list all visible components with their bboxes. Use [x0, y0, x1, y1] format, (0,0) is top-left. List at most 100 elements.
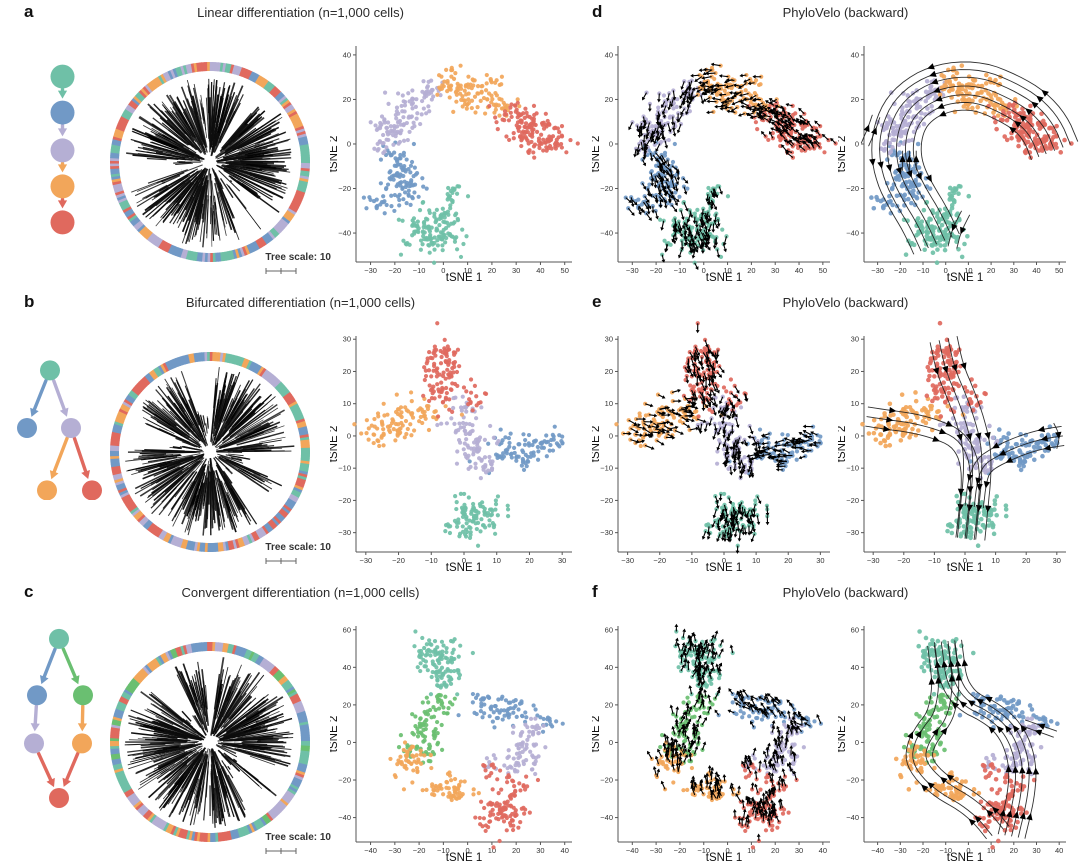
svg-text:−20: −20	[388, 266, 401, 275]
svg-text:−20: −20	[338, 496, 351, 505]
svg-text:−10: −10	[600, 464, 613, 473]
svg-text:30: 30	[1010, 266, 1018, 275]
x-axis-label: tSNE 1	[446, 562, 482, 572]
phylogenetic-tree-c: Tree scale: 10	[103, 625, 333, 863]
x-axis-label: tSNE 1	[446, 272, 482, 282]
right-panel-title-e: PhyloVelo (backward)	[618, 295, 1073, 310]
svg-text:50: 50	[561, 266, 569, 275]
svg-text:−30: −30	[364, 266, 377, 275]
phylogenetic-tree-a: Tree scale: 10	[103, 45, 333, 283]
svg-text:−30: −30	[338, 528, 351, 537]
svg-text:0: 0	[609, 139, 613, 148]
phylogenetic-tree-svg: Tree scale: 10	[103, 625, 333, 863]
x-axis-label: tSNE 1	[706, 562, 742, 572]
row-linear: a Linear differentiation (n=1,000 cells)…	[0, 0, 1080, 290]
svg-text:20: 20	[525, 556, 533, 565]
svg-text:30: 30	[771, 266, 779, 275]
svg-text:−40: −40	[338, 229, 351, 238]
phylogenetic-tree-svg: Tree scale: 10	[103, 335, 333, 573]
y-axis-label: tSNE 2	[592, 716, 602, 752]
svg-text:−10: −10	[425, 556, 438, 565]
svg-text:−20: −20	[392, 556, 405, 565]
svg-text:50: 50	[1055, 266, 1063, 275]
svg-text:0: 0	[347, 431, 351, 440]
svg-text:20: 20	[747, 266, 755, 275]
svg-text:−20: −20	[600, 496, 613, 505]
svg-text:−30: −30	[621, 556, 634, 565]
x-axis-label: tSNE 1	[947, 272, 983, 282]
svg-text:40: 40	[795, 266, 803, 275]
svg-text:−20: −20	[338, 184, 351, 193]
svg-text:30: 30	[512, 266, 520, 275]
tree-scale-label: Tree scale: 10	[265, 832, 331, 843]
svg-text:10: 10	[605, 399, 613, 408]
svg-text:−20: −20	[894, 266, 907, 275]
svg-text:0: 0	[347, 139, 351, 148]
x-axis-label: tSNE 1	[706, 272, 742, 282]
svg-text:40: 40	[851, 50, 859, 59]
panel-letter-a: a	[24, 2, 33, 22]
tree-scale-label: Tree scale: 10	[265, 542, 331, 553]
phylogenetic-tree-svg: Tree scale: 10	[103, 45, 333, 283]
differentiation-diagram-svg	[10, 625, 110, 810]
svg-text:−40: −40	[600, 229, 613, 238]
svg-text:30: 30	[558, 556, 566, 565]
row-convergent: c Convergent differentiation (n=1,000 ce…	[0, 580, 1080, 861]
phylogenetic-tree-b: Tree scale: 10	[103, 335, 333, 573]
svg-text:−30: −30	[600, 528, 613, 537]
svg-text:10: 10	[752, 556, 760, 565]
svg-text:50: 50	[819, 266, 827, 275]
panel-letter-d: d	[592, 2, 602, 22]
svg-text:−20: −20	[600, 184, 613, 193]
svg-text:40: 40	[605, 50, 613, 59]
svg-text:20: 20	[987, 266, 995, 275]
panel-letter-b: b	[24, 292, 34, 312]
svg-text:20: 20	[851, 95, 859, 104]
svg-text:10: 10	[493, 556, 501, 565]
svg-text:−20: −20	[846, 184, 859, 193]
right-panel-title-f: PhyloVelo (backward)	[618, 585, 1073, 600]
svg-text:−30: −30	[626, 266, 639, 275]
svg-text:40: 40	[536, 266, 544, 275]
y-axis-label: tSNE 2	[838, 426, 848, 462]
differentiation-diagram-bifurcated	[10, 340, 110, 500]
svg-text:−10: −10	[686, 556, 699, 565]
y-axis-label: tSNE 2	[330, 136, 340, 172]
svg-text:30: 30	[605, 335, 613, 344]
svg-text:20: 20	[605, 367, 613, 376]
panel-letter-c: c	[24, 582, 33, 602]
svg-text:−40: −40	[846, 229, 859, 238]
svg-text:40: 40	[1032, 266, 1040, 275]
left-panel-title-b: Bifurcated differentiation (n=1,000 cell…	[118, 295, 483, 310]
differentiation-diagram-convergent	[10, 625, 110, 810]
svg-text:20: 20	[784, 556, 792, 565]
differentiation-diagram-svg	[30, 55, 95, 235]
svg-text:30: 30	[343, 335, 351, 344]
y-axis-label: tSNE 2	[592, 136, 602, 172]
tree-scale-label: Tree scale: 10	[265, 252, 331, 263]
svg-text:−30: −30	[359, 556, 372, 565]
svg-text:−10: −10	[413, 266, 426, 275]
right-panel-title-d: PhyloVelo (backward)	[618, 5, 1073, 20]
svg-text:−30: −30	[871, 266, 884, 275]
left-panel-title-c: Convergent differentiation (n=1,000 cell…	[118, 585, 483, 600]
y-axis-label: tSNE 2	[838, 716, 848, 752]
svg-text:−10: −10	[917, 266, 930, 275]
svg-text:−10: −10	[338, 464, 351, 473]
